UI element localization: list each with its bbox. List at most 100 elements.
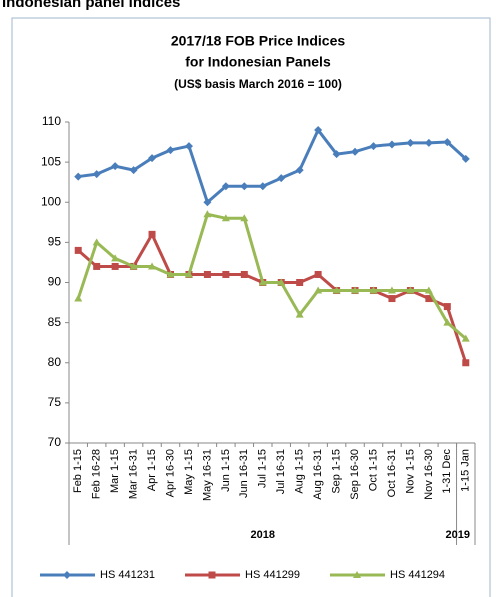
marker [129, 166, 138, 175]
year-label: 2019 [446, 529, 470, 541]
x-tick-label: Nov 1-15 [404, 449, 416, 494]
marker [63, 571, 71, 579]
marker [295, 310, 304, 318]
chart-title: for Indonesian Panels [185, 54, 331, 70]
x-tick-label: Feb 16-28 [91, 449, 103, 499]
x-tick-label: Sep 16-30 [349, 449, 361, 500]
marker [208, 571, 216, 579]
y-tick-label: 105 [41, 154, 61, 168]
x-tick-label: May 16-31 [201, 449, 213, 501]
marker [443, 303, 451, 311]
marker [353, 571, 361, 578]
marker [369, 142, 378, 151]
x-tick-label: Aug 1-15 [294, 449, 306, 494]
year-label: 2018 [251, 529, 275, 541]
marker [111, 262, 119, 270]
x-tick-label: 1-15 Jan [460, 449, 472, 492]
y-tick-label: 80 [48, 355, 62, 369]
marker [92, 238, 101, 246]
marker [369, 286, 378, 294]
marker [295, 166, 304, 175]
marker [203, 270, 211, 278]
marker [388, 295, 396, 303]
x-tick-label: Apr 1-15 [146, 449, 158, 491]
marker [314, 286, 323, 294]
x-tick-label: Jun 1-15 [220, 449, 232, 492]
chart-title: 2017/18 FOB Price Indices [171, 33, 346, 49]
legend-label: HS 441299 [245, 569, 300, 581]
marker [74, 172, 83, 181]
x-tick-label: Nov 16-30 [423, 449, 435, 500]
x-tick-label: Jul 16-31 [275, 449, 287, 494]
marker [184, 142, 193, 151]
y-tick-label: 90 [48, 275, 62, 289]
marker [184, 270, 193, 278]
marker [296, 279, 304, 286]
y-tick-label: 75 [48, 395, 62, 409]
marker [443, 318, 452, 326]
marker [166, 146, 175, 155]
marker [387, 286, 396, 294]
marker [166, 270, 175, 278]
y-tick-label: 85 [48, 315, 62, 329]
marker [461, 334, 470, 342]
marker [240, 182, 249, 191]
marker [148, 262, 157, 270]
x-tick-label: Mar 1-15 [109, 449, 121, 493]
x-tick-label: Apr 16-30 [164, 449, 176, 497]
marker [129, 262, 138, 270]
marker [74, 294, 83, 302]
marker [240, 270, 248, 278]
marker [314, 270, 322, 278]
series-line [76, 212, 467, 340]
marker [277, 278, 286, 286]
marker [258, 278, 267, 286]
y-tick-label: 95 [48, 235, 62, 249]
marker [221, 214, 230, 222]
x-tick-label: May 1-15 [183, 449, 195, 495]
x-tick-label: Sep 1-15 [330, 449, 342, 494]
marker [406, 138, 415, 147]
x-tick-label: Jun 16-31 [238, 449, 250, 498]
marker [148, 230, 156, 238]
marker [277, 174, 286, 183]
chart-subtitle: (US$ basis March 2016 = 100) [174, 77, 342, 91]
marker [387, 140, 396, 149]
marker [111, 162, 120, 171]
marker [332, 150, 341, 159]
marker [258, 182, 267, 191]
marker [314, 126, 323, 135]
series-line [78, 127, 467, 205]
x-tick-label: Feb 1-15 [72, 449, 84, 493]
marker [351, 147, 360, 156]
marker [74, 246, 82, 254]
marker [93, 262, 101, 270]
marker [111, 254, 120, 262]
y-tick-label: 110 [42, 114, 61, 128]
marker [222, 270, 230, 278]
marker [425, 295, 433, 303]
y-tick-label: 70 [48, 435, 62, 449]
x-tick-label: Oct 16-31 [386, 449, 398, 497]
marker [406, 286, 415, 294]
y-tick-label: 100 [41, 194, 61, 208]
marker [148, 154, 157, 163]
marker [351, 286, 360, 294]
marker [240, 214, 249, 222]
legend-label: HS 441294 [390, 569, 445, 581]
x-tick-label: Aug 16-31 [312, 449, 324, 500]
x-tick-label: 1-31 Dec [441, 449, 453, 494]
marker [424, 138, 433, 147]
marker [424, 286, 433, 294]
marker [443, 138, 452, 147]
marker [461, 154, 470, 163]
x-tick-label: Oct 1-15 [367, 449, 379, 491]
marker [332, 286, 341, 294]
marker [462, 359, 470, 367]
chart-frame [11, 17, 491, 597]
marker [203, 198, 212, 207]
x-tick-label: Mar 16-31 [127, 449, 139, 499]
x-tick-label: Jul 1-15 [257, 449, 269, 488]
marker [221, 182, 230, 191]
